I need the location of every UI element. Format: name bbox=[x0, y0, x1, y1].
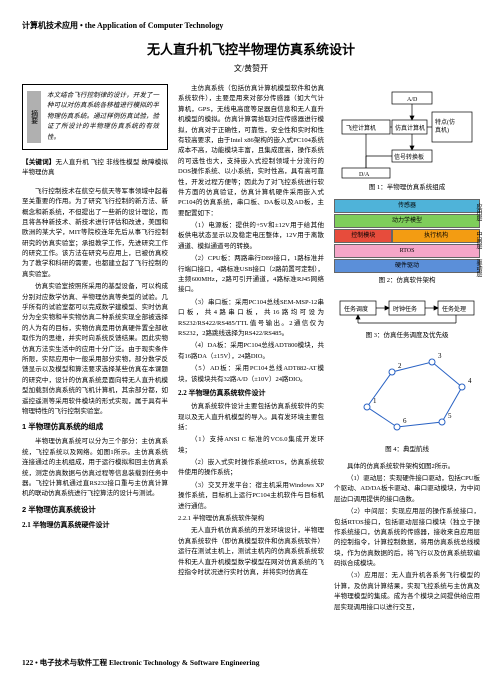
svg-text:4: 4 bbox=[468, 377, 472, 385]
svg-text:任务调度: 任务调度 bbox=[344, 305, 368, 313]
fig2-layers: 传感器动力学模型控制模块执行机构RTOS硬件驱动 bbox=[334, 199, 480, 273]
column-3: A/D 飞控计算机 特点(仿真机) 信号转换板 D/A 仿真计算机 图 1：半物… bbox=[334, 84, 480, 615]
keywords: 【关键词】无人直升机 飞控 非线性模型 故障模拟 半物理仿真 bbox=[22, 158, 168, 179]
list-item: （3）应用层：无人直升机各系务飞行模型的计算，及仿真计算结果，实现飞控系统与主仿… bbox=[334, 571, 480, 613]
svg-text:A/D: A/D bbox=[407, 97, 418, 103]
section-heading-2: 2 半物理仿真系统设计 bbox=[22, 504, 168, 516]
list-item: （3）交叉开发平台：宿主机采用Windows XP操作系统，目标机上运行PC10… bbox=[178, 481, 324, 512]
fig2-cell: RTOS bbox=[334, 244, 480, 258]
abstract-text: 本文结合飞行控制律的设计，开发了一种可以对仿真系统各移植进行模拟的半物理仿真系统… bbox=[47, 91, 159, 143]
figure-4: 1 2 3 4 5 6 图 4：典型航线 bbox=[334, 347, 480, 455]
svg-text:任务处理: 任务处理 bbox=[442, 305, 466, 313]
page-header: 计算机技术应用 • the Application of Computer Te… bbox=[22, 20, 480, 31]
svg-text:真机): 真机) bbox=[435, 126, 449, 134]
fig2-layer: 动力学模型 bbox=[334, 214, 480, 228]
author-line: 文/黄赞开 bbox=[22, 63, 480, 74]
fig2-layer: 控制模块执行机构 bbox=[334, 229, 480, 243]
svg-text:1: 1 bbox=[373, 397, 377, 405]
fig2-label-drv: 驱动层 bbox=[472, 259, 482, 277]
paragraph: 主仿真系统（包括仿真计算机模型软件和仿真系统软件），主要是用来对部分传感器（如大… bbox=[178, 84, 324, 219]
section-heading-1: 1 半物理仿真系统的组成 bbox=[22, 421, 168, 433]
page-footer: 122 • 电子技术与软件工程 Electronic Technology & … bbox=[22, 657, 260, 668]
list-item: （1）驱动层：实现硬件接口驱动，包括CPU板个驱动、AD/DA板卡驱动、串口驱动… bbox=[334, 474, 480, 505]
fig1-svg: A/D 飞控计算机 特点(仿真机) 信号转换板 D/A 仿真计算机 bbox=[337, 90, 477, 180]
svg-text:6: 6 bbox=[403, 417, 407, 425]
svg-text:飞控计算机: 飞控计算机 bbox=[346, 124, 376, 132]
figure-1: A/D 飞控计算机 特点(仿真机) 信号转换板 D/A 仿真计算机 图 1：半物… bbox=[334, 90, 480, 193]
fig4-caption: 图 4：典型航线 bbox=[334, 445, 480, 455]
abstract-label: 摘要 bbox=[27, 91, 41, 143]
figure-2: 传感器动力学模型控制模块执行机构RTOS硬件驱动 应用层 中间层 驱动层 图 2… bbox=[334, 199, 480, 286]
fig2-cell: 动力学模型 bbox=[334, 214, 480, 228]
fig1-caption: 图 1：半物理仿真系统组成 bbox=[334, 183, 480, 193]
list-item: （5）AD板：采用PC104总线ADT882-AT模块，该模块共有32路A/D（… bbox=[178, 364, 324, 385]
fig2-cell: 执行机构 bbox=[392, 229, 480, 243]
fig2-cell: 硬件驱动 bbox=[334, 259, 480, 273]
svg-text:5: 5 bbox=[448, 412, 452, 420]
svg-text:特点(仿: 特点(仿 bbox=[435, 118, 455, 126]
list-item: （1）支持ANSI C 标准的VC6.0集成开发环境； bbox=[178, 435, 324, 456]
fig2-label-mid: 中间层 bbox=[472, 231, 482, 249]
svg-text:D/A: D/A bbox=[359, 172, 370, 178]
fig2-label-app: 应用层 bbox=[472, 203, 482, 221]
paragraph: 仿真实验室按照所采用的基型设备，可以构成分别对应数学仿真、半物理仿真等类型的试验… bbox=[22, 282, 168, 417]
list-item: （4）DA板：采用PC104总线ADT800模块，共有16路DA（±15V），2… bbox=[178, 341, 324, 362]
subsection-2-2-1: 2.2.1 半物理仿真系统软件架构 bbox=[178, 514, 324, 524]
fig3-caption: 图 3：仿真任务调度及优先级 bbox=[334, 331, 480, 341]
keywords-label: 【关键词】 bbox=[22, 159, 56, 166]
list-item: （2）中间层：实现应用层的操作系统接口，包括RTOS接口，包括驱动层接口模块（独… bbox=[334, 507, 480, 569]
paragraph: 半物理仿真系统可以分为三个部分：主仿真系统，飞控系统以及网络。如图1所示。主仿真… bbox=[22, 437, 168, 499]
svg-text:时钟任务: 时钟任务 bbox=[393, 305, 417, 313]
article-title: 无人直升机飞控半物理仿真系统设计 bbox=[22, 39, 480, 58]
list-item: （2）嵌入式实时操作系统RTOS，仿真系统软件使用的操作系统； bbox=[178, 458, 324, 479]
fig2-layer: 传感器 bbox=[334, 199, 480, 213]
list-item: （3）串口板：采用PC104总线SEM-MSP-12串口板，共4路串口板，共16… bbox=[178, 298, 324, 340]
svg-text:信号转换板: 信号转换板 bbox=[394, 153, 424, 161]
subsection-2-2: 2.2 半物理仿真系统软件设计 bbox=[178, 388, 324, 399]
paragraph: 无人直升机仿真系统的开发环境设计，半物理仿真系统软件（即仿真模型软件和仿真系统软… bbox=[178, 526, 324, 578]
figure-3: 任务调度 时钟任务 任务处理 图 3：仿真任务调度及优先级 bbox=[334, 293, 480, 341]
fig3-svg: 任务调度 时钟任务 任务处理 bbox=[337, 293, 477, 328]
fig2-cell: 传感器 bbox=[334, 199, 480, 213]
fig2-layer: RTOS bbox=[334, 244, 480, 258]
fig4-svg: 1 2 3 4 5 6 bbox=[337, 347, 477, 442]
paragraph: 飞行控制技术在航空与航天等军事领域中起着至关重要的作用。为了研究飞行控制的新方法… bbox=[22, 187, 168, 281]
abstract-box: 摘要 本文结合飞行控制律的设计，开发了一种可以对仿真系统各移植进行模拟的半物理仿… bbox=[22, 84, 168, 150]
svg-text:仿真计算机: 仿真计算机 bbox=[395, 124, 425, 132]
svg-text:2: 2 bbox=[398, 362, 402, 370]
fig2-layer: 硬件驱动 bbox=[334, 259, 480, 273]
fig2-cell: 控制模块 bbox=[334, 229, 392, 243]
list-item: （1）电源板：提供的+5V和±12V用于给其他板供电状态显示以及稳定电压整体，1… bbox=[178, 221, 324, 252]
column-1: 摘要 本文结合飞行控制律的设计，开发了一种可以对仿真系统各移植进行模拟的半物理仿… bbox=[22, 84, 168, 615]
list-item: （2）CPU板：两路串行DB9接口，1路标准并行端口接口，4路标准USB接口（2… bbox=[178, 254, 324, 296]
subsection-2-1: 2.1 半物理仿真系统硬件设计 bbox=[22, 520, 168, 531]
paragraph: 具体的仿真系统软件架构如图2所示。 bbox=[334, 462, 480, 472]
paragraph: 仿真系统软件设计主要包括仿真系统软件的实现以及无人直升机模型的导入。具有发环境主… bbox=[178, 402, 324, 433]
svg-text:3: 3 bbox=[438, 352, 442, 360]
fig2-caption: 图 2：仿真软件架构 bbox=[334, 276, 480, 286]
column-2: 主仿真系统（包括仿真计算机模型软件和仿真系统软件），主要是用来对部分传感器（如大… bbox=[178, 84, 324, 615]
